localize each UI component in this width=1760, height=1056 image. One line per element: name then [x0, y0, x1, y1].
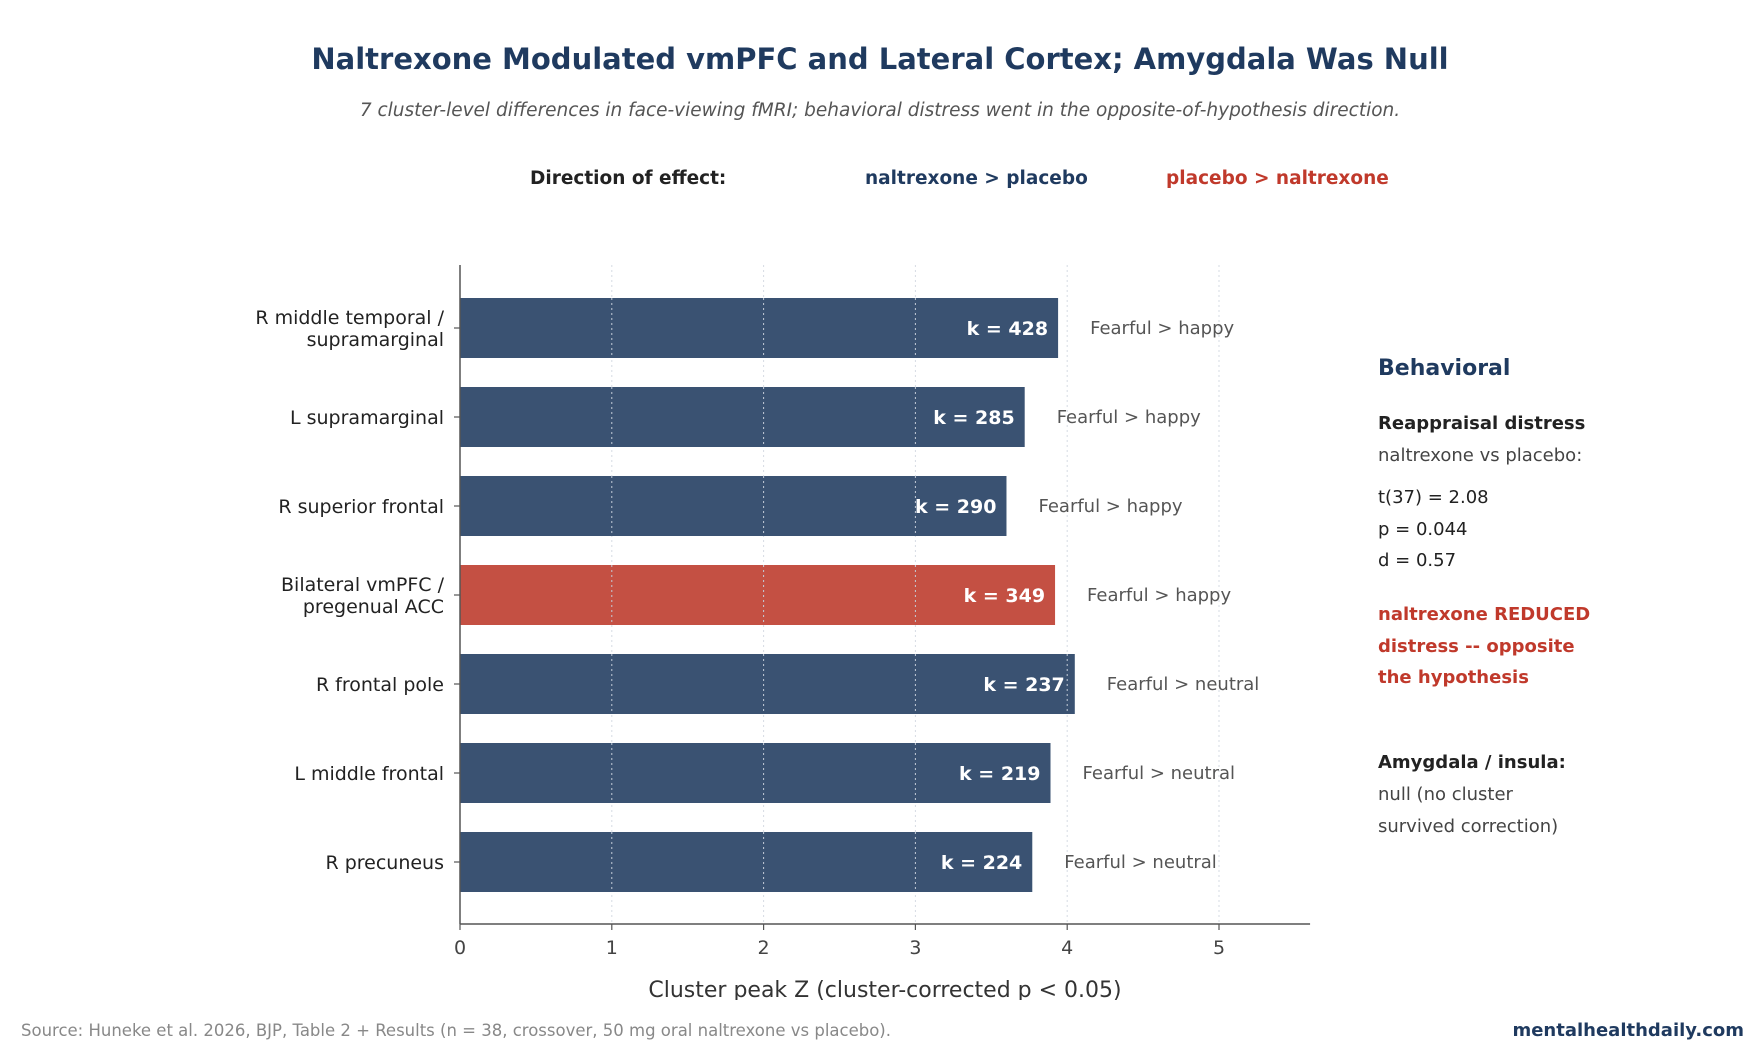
bar-label-1: k = 285 — [933, 407, 1014, 429]
category-label-4-0: R frontal pole — [316, 674, 444, 696]
finding-line-2: distress -- opposite — [1378, 636, 1575, 657]
bar-5 — [460, 743, 1051, 803]
bar-6 — [460, 832, 1033, 892]
contrast-label-0: Fearful > happy — [1090, 318, 1234, 339]
reappraisal-heading: Reappraisal distress — [1378, 413, 1586, 434]
reappraisal-subtitle: naltrexone vs placebo: — [1378, 445, 1583, 466]
legend-entry-placebo: placebo > naltrexone — [1166, 168, 1389, 189]
bar-0 — [460, 298, 1059, 358]
amygdala-line-1: null (no cluster — [1378, 784, 1513, 805]
stat-t: t(37) = 2.08 — [1378, 487, 1489, 508]
bar-label-0: k = 428 — [967, 318, 1048, 340]
bar-4 — [460, 654, 1075, 714]
category-label-2-0: R superior frontal — [278, 496, 444, 518]
contrast-label-3: Fearful > happy — [1087, 585, 1231, 606]
amygdala-heading: Amygdala / insula: — [1378, 752, 1566, 773]
legend-entry-naltrexone: naltrexone > placebo — [865, 168, 1088, 189]
bar-label-5: k = 219 — [959, 763, 1040, 785]
category-label-6-0: R precuneus — [325, 852, 444, 874]
chart-title: Naltrexone Modulated vmPFC and Lateral C… — [311, 42, 1449, 76]
bar-1 — [460, 387, 1025, 447]
brand-link[interactable]: mentalhealthdaily.com — [1512, 1020, 1744, 1041]
bar-label-6: k = 224 — [941, 852, 1022, 874]
chart-subtitle: 7 cluster-level differences in face-view… — [359, 100, 1401, 121]
category-label-3-1: pregenual ACC — [303, 596, 444, 618]
contrast-label-4: Fearful > neutral — [1107, 674, 1260, 695]
contrast-label-5: Fearful > neutral — [1083, 763, 1236, 784]
x-tick-label-3: 3 — [909, 937, 921, 959]
sidebar-title: Behavioral — [1378, 356, 1511, 381]
bar-3 — [460, 565, 1056, 625]
stat-d: d = 0.57 — [1378, 550, 1457, 571]
category-label-5-0: L middle frontal — [294, 763, 444, 785]
category-label-3-0: Bilateral vmPFC / — [281, 574, 445, 596]
x-tick-label-5: 5 — [1213, 937, 1225, 959]
amygdala-line-2: survived correction) — [1378, 816, 1559, 837]
bar-label-4: k = 237 — [983, 674, 1064, 696]
category-label-0-0: R middle temporal / — [255, 307, 444, 329]
contrast-label-6: Fearful > neutral — [1064, 852, 1217, 873]
stat-p: p = 0.044 — [1378, 519, 1468, 540]
x-tick-label-4: 4 — [1061, 937, 1073, 959]
source-note: Source: Huneke et al. 2026, BJP, Table 2… — [21, 1021, 891, 1040]
x-tick-label-1: 1 — [606, 937, 618, 959]
legend-heading: Direction of effect: — [530, 168, 727, 189]
bar-chart: k = 428 Fearful > happy k = 285 Fearful > h… — [255, 265, 1311, 1000]
bars: k = 428 Fearful > happy k = 285 Fearful > h… — [460, 298, 1259, 892]
axes: R middle temporal /supramarginal L supram… — [255, 265, 1311, 959]
contrast-label-1: Fearful > happy — [1057, 407, 1201, 428]
category-label-0-1: supramarginal — [307, 329, 444, 351]
x-axis-label: Cluster peak Z (cluster-corrected p < 0.… — [648, 978, 1121, 1000]
bar-label-3: k = 349 — [964, 585, 1045, 607]
x-tick-label-2: 2 — [758, 937, 770, 959]
finding-line-3: the hypothesis — [1378, 667, 1529, 688]
category-label-1-0: L supramarginal — [290, 407, 444, 429]
finding-line-1: naltrexone REDUCED — [1378, 604, 1591, 625]
bar-label-2: k = 290 — [915, 496, 996, 518]
x-tick-label-0: 0 — [454, 937, 466, 959]
contrast-label-2: Fearful > happy — [1038, 496, 1182, 517]
